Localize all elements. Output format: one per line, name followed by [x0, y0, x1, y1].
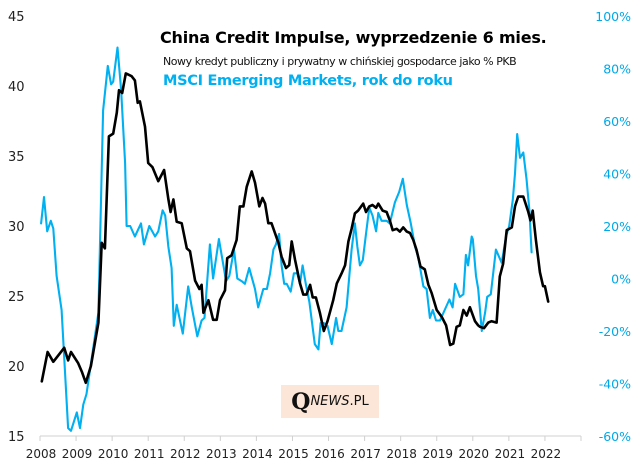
x-tick-label: 2012 [170, 447, 201, 461]
y-right-tick-label: 40% [603, 167, 631, 182]
y-left-tick-label: 25 [8, 290, 25, 305]
chart-title: China Credit Impulse, wyprzedzenie 6 mie… [160, 28, 547, 48]
secondary-series-title: MSCI Emerging Markets, rok do roku [163, 73, 453, 89]
y-left-tick-label: 30 [8, 220, 25, 235]
y-right-tick-label: 0% [611, 272, 631, 287]
x-tick-label: 2015 [278, 447, 309, 461]
x-tick-label: 2022 [531, 447, 562, 461]
title-suffix: , wyprzedzenie 6 mies. [344, 28, 547, 47]
chart-subtitle: Nowy kredyt publiczny i prywatny w chińs… [163, 55, 517, 68]
y-right-tick-labels: -60% -40% -20% 0% 20% 40% 60% 80% 100% [595, 9, 631, 444]
y-right-tick-label: -40% [599, 377, 631, 392]
x-tick-label: 2020 [459, 447, 490, 461]
x-tick-label: 2013 [206, 447, 237, 461]
msci-em-line [40, 46, 533, 432]
x-tick-label: 2017 [350, 447, 381, 461]
y-left-tick-labels: 15 20 25 30 35 40 45 [8, 10, 25, 445]
y-left-tick-label: 45 [8, 10, 25, 25]
x-ticks: 2008 2009 2010 2011 2012 2013 2014 2015 2016 2017… [26, 436, 582, 461]
y-left-tick-label: 15 [8, 430, 25, 445]
x-tick-label: 2016 [314, 447, 345, 461]
y-right-tick-label: 100% [595, 9, 631, 24]
x-tick-label: 2019 [422, 447, 453, 461]
x-tick-label: 2021 [495, 447, 526, 461]
y-left-tick-label: 40 [8, 80, 25, 95]
x-tick-label: 2009 [62, 447, 93, 461]
logo-q: Q [291, 388, 311, 415]
x-tick-label: 2018 [386, 447, 417, 461]
y-right-tick-label: 80% [603, 62, 631, 77]
y-right-tick-label: 20% [603, 219, 631, 234]
x-tick-label: 2011 [134, 447, 165, 461]
series-layer [40, 46, 550, 432]
y-left-tick-label: 20 [8, 360, 25, 375]
title-main: China Credit Impulse [160, 28, 345, 47]
y-left-tick-label: 35 [8, 150, 25, 165]
y-right-tick-label: 60% [603, 114, 631, 129]
y-right-tick-label: -60% [599, 429, 631, 444]
credit-impulse-line [40, 72, 550, 385]
y-right-tick-label: -20% [599, 324, 631, 339]
qnews-logo: Q NEWS .PL [281, 385, 379, 418]
x-tick-label: 2008 [26, 447, 57, 461]
x-tick-label: 2014 [242, 447, 273, 461]
logo-name: NEWS [310, 394, 350, 409]
x-tick-label: 2010 [98, 447, 129, 461]
logo-suffix: .PL [349, 394, 369, 409]
